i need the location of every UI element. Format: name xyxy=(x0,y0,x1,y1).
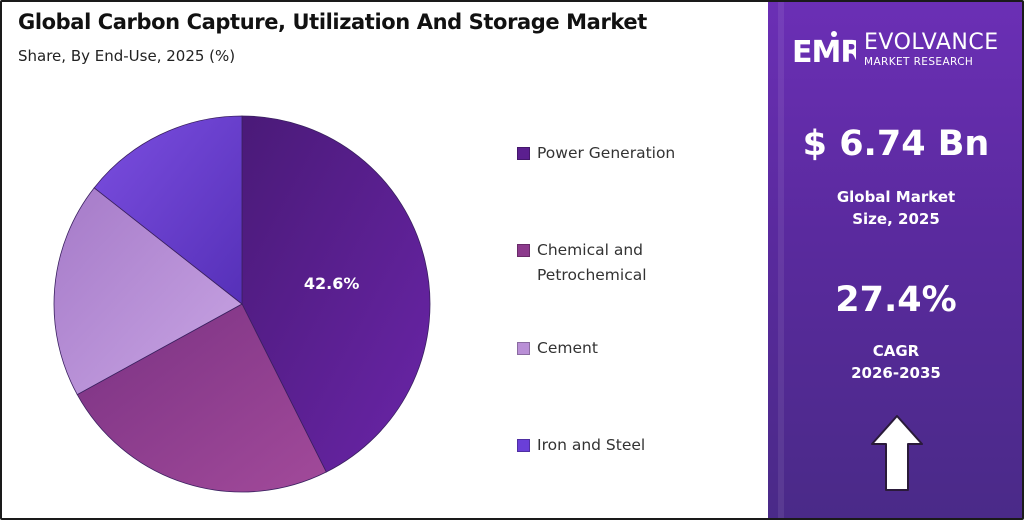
legend-item: Cement xyxy=(517,336,697,361)
pie-slice-power-generation xyxy=(241,115,431,473)
svg-text:EMR: EMR xyxy=(792,35,856,70)
legend-item: Iron and Steel xyxy=(517,433,697,458)
chart-title: Global Carbon Capture, Utilization And S… xyxy=(18,10,647,34)
cagr-label: CAGR 2026-2035 xyxy=(768,340,1022,384)
pie-slice-cement xyxy=(53,187,243,396)
brand-name: EVOLVANCE xyxy=(864,30,999,55)
market-size-label: Global Market Size, 2025 xyxy=(768,186,1022,230)
legend-label: Cement xyxy=(537,336,697,361)
legend-label-line: Petrochemical xyxy=(537,266,647,284)
legend-label-line: Iron and Steel xyxy=(537,436,646,454)
legend-label: Power Generation xyxy=(537,141,697,166)
cagr-label-line2: 2026-2035 xyxy=(851,364,941,382)
legend-label-line: Chemical and xyxy=(537,241,644,259)
market-size-label-line1: Global Market xyxy=(836,188,956,206)
market-size-label-line2: Size, 2025 xyxy=(852,210,940,228)
legend-swatch xyxy=(517,147,530,160)
brand-subtitle: MARKET RESEARCH xyxy=(864,56,974,68)
legend-label: Iron and Steel xyxy=(537,433,697,458)
legend-swatch xyxy=(517,439,530,452)
legend-label-line: Power Generation xyxy=(537,144,676,162)
summary-panel: EMR EVOLVANCE MARKET RESEARCH $ 6.74 Bn … xyxy=(768,2,1022,518)
cagr-value: 27.4% xyxy=(835,280,957,320)
pie-chart: 42.6% xyxy=(53,115,431,493)
pie-slice-chemical-and-petrochemical xyxy=(76,303,327,493)
chart-subtitle: Share, By End-Use, 2025 (%) xyxy=(18,47,236,65)
legend-item: Chemical and Petrochemical xyxy=(517,238,697,288)
legend-swatch xyxy=(517,342,530,355)
legend-item: Power Generation xyxy=(517,141,697,166)
legend-label-line: Cement xyxy=(537,339,598,357)
legend-label: Chemical and Petrochemical xyxy=(537,238,697,288)
brand-logo: EMR EVOLVANCE MARKET RESEARCH xyxy=(790,28,1010,72)
market-size-value: $ 6.74 Bn xyxy=(802,124,990,164)
emr-logo-icon: EMR xyxy=(792,31,856,70)
cagr-label-line1: CAGR xyxy=(872,342,920,360)
pie-slice-iron-and-steel xyxy=(93,115,243,305)
legend-swatch xyxy=(517,244,530,257)
up-arrow-icon xyxy=(871,415,923,491)
pie-data-label: 42.6% xyxy=(304,274,360,293)
